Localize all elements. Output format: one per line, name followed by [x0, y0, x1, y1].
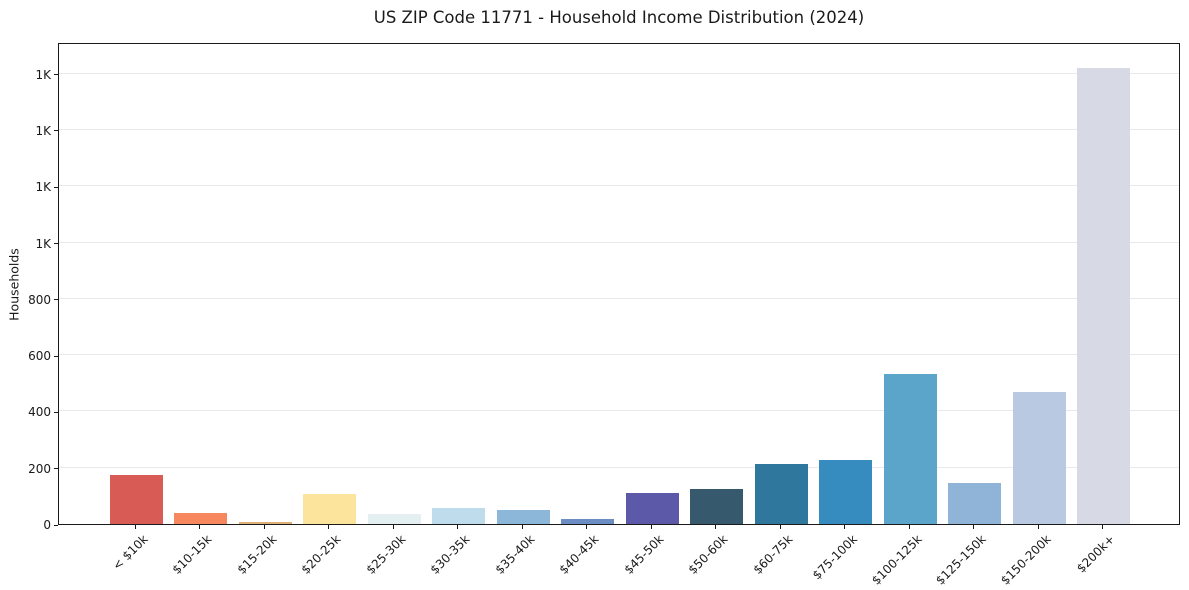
- x-tick-mark: [199, 525, 201, 529]
- bar-$15-20k: [238, 522, 292, 524]
- x-tick-label: $10-15k: [169, 532, 215, 577]
- gridline-1000: [59, 241, 1179, 243]
- x-tick-mark: [328, 525, 330, 529]
- x-tick-label: $25-30k: [363, 532, 409, 577]
- x-tick-mark: [1102, 525, 1104, 529]
- y-tick-label: 600: [28, 349, 51, 364]
- x-tick-label: $60-75k: [750, 532, 796, 577]
- bar-$25-30k: [367, 514, 421, 524]
- x-tick-label: < $10k: [109, 532, 151, 573]
- x-tick-mark: [844, 525, 846, 529]
- x-tick-mark: [1037, 525, 1039, 529]
- x-tick-label: $75-100k: [809, 532, 860, 583]
- bar-$50-60k: [690, 489, 744, 524]
- gridline-400: [59, 410, 1179, 412]
- x-tick-label: $100-125k: [868, 532, 925, 588]
- x-tick-mark: [586, 525, 588, 529]
- y-tick-mark: [54, 243, 58, 244]
- x-tick-label: $200k+: [1074, 532, 1118, 576]
- x-tick-mark: [521, 525, 523, 529]
- y-tick-label: 1K: [35, 67, 51, 82]
- bar-$45-50k: [625, 492, 679, 524]
- y-tick-mark: [54, 355, 58, 357]
- x-tick-mark: [263, 525, 265, 529]
- x-tick-mark: [779, 525, 781, 529]
- chart-title: US ZIP Code 11771 - Household Income Dis…: [373, 8, 865, 27]
- y-tick-mark: [54, 299, 58, 301]
- x-tick-mark: [392, 525, 394, 529]
- y-tick-mark: [54, 130, 58, 132]
- x-tick-label: $45-50k: [621, 532, 667, 577]
- x-tick-label: $15-20k: [234, 532, 280, 577]
- plot-area: [58, 43, 1180, 525]
- gridline-1600: [59, 72, 1179, 74]
- bar-$75-100k: [819, 459, 873, 524]
- y-tick-label: 1K: [35, 180, 51, 195]
- bar-$30-35k: [432, 508, 486, 524]
- y-tick-mark: [54, 468, 58, 470]
- gridline-1200: [59, 185, 1179, 187]
- bar-$40-45k: [561, 519, 615, 524]
- x-tick-label: $50-60k: [685, 532, 731, 577]
- x-tick-label: $150-200k: [997, 532, 1054, 588]
- bar-$150-200k: [1012, 392, 1066, 524]
- y-tick-label: 200: [28, 461, 51, 476]
- bar-$125-150k: [948, 482, 1002, 524]
- x-tick-label: $20-25k: [298, 532, 344, 577]
- bar-$60-75k: [754, 463, 808, 524]
- x-tick-label: $40-45k: [556, 532, 602, 577]
- y-tick-label: 1K: [35, 123, 51, 138]
- bar-$10-15k: [174, 512, 228, 524]
- x-tick-mark: [134, 525, 136, 529]
- gridline-1400: [59, 128, 1179, 130]
- bar-$35-40k: [496, 509, 550, 524]
- bar-$200k+: [1077, 68, 1131, 524]
- x-tick-label: $30-35k: [427, 532, 473, 577]
- bar-< $10k: [109, 475, 163, 524]
- y-tick-label: 1K: [35, 236, 51, 251]
- x-tick-mark: [973, 525, 975, 529]
- gridline-600: [59, 354, 1179, 356]
- gridline-200: [59, 466, 1179, 468]
- x-tick-mark: [715, 525, 717, 529]
- bar-$100-125k: [883, 373, 937, 524]
- x-tick-label: $125-150k: [933, 532, 989, 588]
- x-tick-mark: [650, 525, 652, 529]
- gridline-800: [59, 297, 1179, 299]
- y-tick-label: 800: [28, 292, 51, 307]
- x-tick-mark: [457, 525, 459, 529]
- bar-$20-25k: [303, 493, 357, 524]
- x-tick-label: $35-40k: [492, 532, 538, 577]
- y-tick-mark: [54, 74, 58, 75]
- y-tick-mark: [54, 411, 58, 413]
- x-tick-mark: [908, 525, 910, 529]
- y-tick-label: 0: [43, 518, 51, 532]
- y-tick-mark: [54, 186, 58, 188]
- y-tick-mark: [54, 524, 58, 526]
- y-tick-label: 400: [28, 405, 51, 420]
